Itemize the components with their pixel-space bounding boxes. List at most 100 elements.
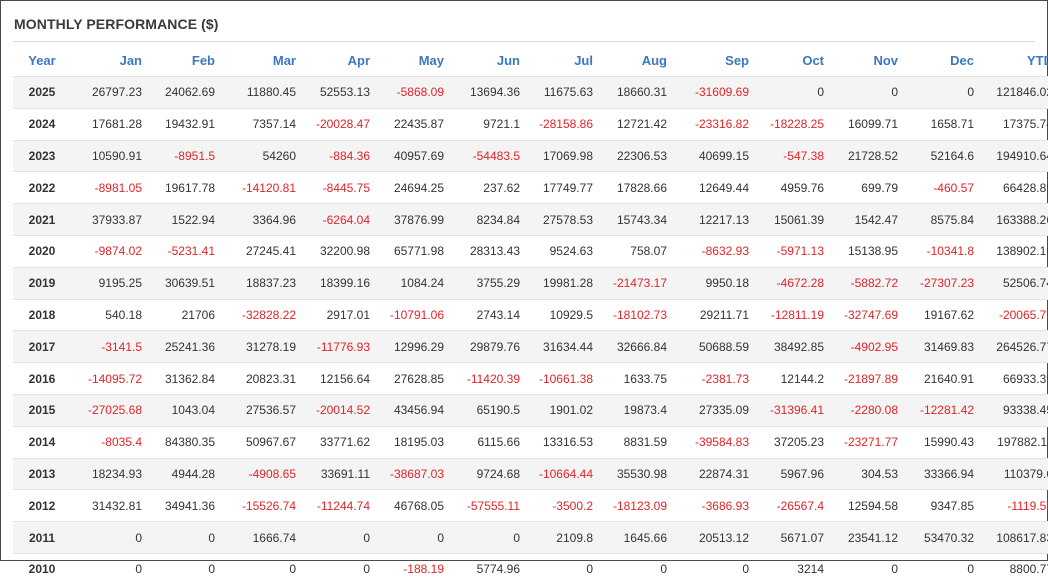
value-cell: 0 [759, 76, 834, 109]
year-cell: 2023 [13, 139, 71, 172]
value-cell: 38492.85 [759, 330, 834, 363]
value-cell: 21706 [152, 298, 225, 331]
value-cell: 27245.41 [225, 234, 306, 268]
table-row: 2022 -8981.05 19617.78 -14120.81 -8445.75 246… [13, 171, 1048, 204]
value-cell: 27335.09 [677, 393, 759, 427]
value-cell: 93338.45 [984, 393, 1048, 427]
panel-title: MONTHLY PERFORMANCE ($) [14, 16, 219, 32]
value-cell: -32828.22 [225, 298, 306, 331]
value-cell: 9195.25 [71, 266, 152, 300]
value-cell: 4959.76 [759, 171, 834, 204]
value-cell: 5774.96 [454, 552, 530, 585]
value-cell: 23541.12 [834, 521, 908, 554]
value-cell: 37876.99 [380, 203, 454, 236]
value-cell: 9524.63 [530, 234, 603, 268]
value-cell: 65190.5 [454, 393, 530, 427]
column-header-jun: Jun [496, 52, 520, 68]
value-cell: -32747.69 [834, 298, 908, 331]
value-cell: -20028.47 [306, 107, 380, 141]
value-cell: 18399.16 [306, 266, 380, 300]
value-cell: 46768.05 [380, 489, 454, 522]
value-cell: 15743.34 [603, 203, 677, 236]
value-cell: 34941.36 [152, 489, 225, 522]
value-cell: 31432.81 [71, 489, 152, 522]
value-cell: 17069.98 [530, 139, 603, 172]
value-cell: -18102.73 [603, 298, 677, 331]
value-cell: 540.18 [71, 298, 152, 331]
value-cell: 21728.52 [834, 139, 908, 172]
value-cell: 31362.84 [152, 362, 225, 395]
value-cell: 37933.87 [71, 203, 152, 236]
year-cell: 2011 [13, 521, 71, 554]
value-cell: 27578.53 [530, 203, 603, 236]
value-cell: 11675.63 [530, 76, 603, 109]
value-cell: 17828.66 [603, 171, 677, 204]
value-cell: 197882.11 [984, 425, 1048, 459]
value-cell: 66428.89 [984, 171, 1048, 204]
value-cell: 10929.5 [530, 298, 603, 331]
table-row: 2025 26797.23 24062.69 11880.45 52553.13 -586… [13, 76, 1048, 109]
value-cell: 8831.59 [603, 425, 677, 459]
value-cell: 0 [225, 552, 306, 585]
value-cell: 237.62 [454, 171, 530, 204]
value-cell: 108617.83 [984, 521, 1048, 554]
value-cell: -18228.25 [759, 107, 834, 141]
value-cell: 5671.07 [759, 521, 834, 554]
value-cell: 18195.03 [380, 425, 454, 459]
table-row: 2013 18234.93 4944.28 -4908.65 33691.11 -3868… [13, 457, 1048, 490]
value-cell: 30639.51 [152, 266, 225, 300]
value-cell: 32200.98 [306, 234, 380, 268]
table-row: 2020 -9874.02 -5231.41 27245.41 32200.98 6577… [13, 234, 1048, 268]
column-header-apr: Apr [347, 52, 370, 68]
value-cell: 12594.58 [834, 489, 908, 522]
value-cell: 52553.13 [306, 76, 380, 109]
value-cell: -31396.41 [759, 393, 834, 427]
year-cell: 2017 [13, 330, 71, 363]
value-cell: 0 [908, 76, 984, 109]
column-header-mar: Mar [272, 52, 296, 68]
value-cell: -4672.28 [759, 266, 834, 300]
column-header-aug: Aug [641, 52, 667, 68]
table-row: 2024 17681.28 19432.91 7357.14 -20028.47 2243… [13, 107, 1048, 141]
value-cell: -38687.03 [380, 457, 454, 490]
value-cell: 50967.67 [225, 425, 306, 459]
value-cell: 15138.95 [834, 234, 908, 268]
table-row: 2016 -14095.72 31362.84 20823.31 12156.64 276… [13, 362, 1048, 395]
value-cell: 304.53 [834, 457, 908, 490]
value-cell: 18234.93 [71, 457, 152, 490]
value-cell: 1542.47 [834, 203, 908, 236]
value-cell: 6115.66 [454, 425, 530, 459]
value-cell: -14120.81 [225, 171, 306, 204]
value-cell: 24694.25 [380, 171, 454, 204]
column-header-year: Year [28, 52, 56, 68]
value-cell: -10341.8 [908, 234, 984, 268]
value-cell: 18660.31 [603, 76, 677, 109]
value-cell: 19873.4 [603, 393, 677, 427]
value-cell: -23316.82 [677, 107, 759, 141]
year-cell: 2024 [13, 107, 71, 141]
value-cell: -5231.41 [152, 234, 225, 268]
value-cell: -5882.72 [834, 266, 908, 300]
value-cell: -3141.5 [71, 330, 152, 363]
value-cell: -10791.06 [380, 298, 454, 331]
value-cell: 194910.64 [984, 139, 1048, 172]
value-cell: 19167.62 [908, 298, 984, 331]
value-cell: 40957.69 [380, 139, 454, 172]
value-cell: -6264.04 [306, 203, 380, 236]
table-row: 2015 -27025.68 1043.04 27536.57 -20014.52 434… [13, 393, 1048, 427]
column-header-oct: Oct [802, 52, 824, 68]
value-cell: 53470.32 [908, 521, 984, 554]
year-cell: 2016 [13, 362, 71, 395]
value-cell: 19981.28 [530, 266, 603, 300]
value-cell: 13694.36 [454, 76, 530, 109]
value-cell: -12281.42 [908, 393, 984, 427]
value-cell: 699.79 [834, 171, 908, 204]
value-cell: 9950.18 [677, 266, 759, 300]
header-row: Year Jan Feb Mar Apr May Jun Jul Aug Sep Oct Nov Dec… [13, 44, 1048, 77]
value-cell: 110379.6 [984, 457, 1048, 490]
value-cell: 27536.57 [225, 393, 306, 427]
value-cell: 12144.2 [759, 362, 834, 395]
year-cell: 2019 [13, 266, 71, 300]
value-cell: -12811.19 [759, 298, 834, 331]
